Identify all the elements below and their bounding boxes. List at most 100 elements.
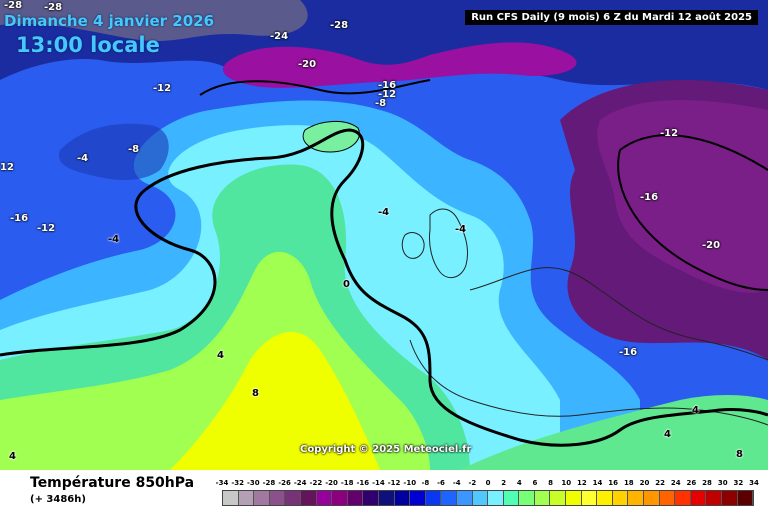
colorbar-tick-label: 30 [717, 479, 728, 487]
contour-label: -24 [270, 31, 289, 42]
colorbar-swatch [675, 491, 691, 505]
colorbar-swatch [300, 491, 317, 505]
colorbar-tick-label: -18 [340, 479, 354, 487]
legend-footer: Température 850hPa (+ 3486h) -34 -32 -30 -2… [0, 470, 768, 512]
contour-label: -4 [378, 207, 390, 218]
colorbar-swatch [628, 491, 645, 505]
colorbar-swatch [347, 491, 364, 505]
lead-time: (+ 3486h) [30, 494, 86, 505]
colorbar-tick-label: 4 [516, 479, 522, 487]
contour-label: 4 [9, 451, 16, 462]
contour-label: -28 [330, 20, 349, 31]
colorbar-tick-label: -30 [246, 479, 260, 487]
colorbar-swatch [690, 491, 707, 505]
colorbar-swatch [722, 491, 738, 505]
forecast-local-time: 13:00 locale [16, 33, 160, 57]
colorbar-swatch [659, 491, 676, 505]
colorbar-tick-label: -22 [309, 479, 323, 487]
colorbar-swatch [316, 491, 333, 505]
colorbar-swatch [519, 491, 535, 505]
colorbar-tick-label: -6 [437, 479, 445, 487]
isotherm-minus20-north [199, 79, 431, 96]
colorbar-swatch [503, 491, 520, 505]
temperature-map: Dimanche 4 janvier 2026 13:00 locale Run… [0, 0, 768, 470]
ireland-outline [401, 232, 425, 259]
variable-title: Température 850hPa [30, 475, 195, 491]
colorbar-swatch [550, 491, 567, 505]
colorbar-tick-label: -28 [262, 479, 276, 487]
colorbar-tick-label: 34 [749, 479, 759, 487]
colorbar-swatch [269, 491, 286, 505]
isotherm-zero [144, 128, 768, 447]
contour-label: -16 [10, 213, 29, 224]
contour-label: 0 [343, 279, 350, 290]
colorbar-tick-label: 14 [592, 479, 603, 487]
colorbar-tick-label: -4 [452, 479, 461, 487]
colorbar-swatch [566, 491, 582, 505]
warm-yellow [170, 331, 380, 470]
colorbar-swatch [612, 491, 629, 505]
colorbar-swatch [456, 491, 473, 505]
contour-label: -20 [298, 59, 317, 70]
contour-label: -12 [37, 223, 56, 234]
contour-label: -4 [455, 224, 467, 235]
colorbar-ticks: -34 -32 -30 -28 -26 -24 -22 -20 -18 -16 -14 -12 -10-… [216, 479, 759, 489]
contour-label: -28 [44, 2, 63, 13]
colorbar [222, 490, 754, 506]
colorbar-tick-label: -12 [387, 479, 401, 487]
colorbar-tick-label: 10 [561, 479, 572, 487]
colorbar-tick-label: -20 [325, 479, 338, 487]
contour-label: -28 [4, 0, 23, 11]
colorbar-tick-label: -26 [278, 479, 291, 487]
contour-label: -16 [619, 347, 638, 358]
contour-label: -12 [153, 83, 172, 94]
colorbar-tick-label: 18 [623, 479, 634, 487]
colorbar-swatch [363, 491, 379, 505]
contour-label: -4 [108, 234, 120, 245]
colorbar-tick-label: 12 [577, 479, 587, 487]
colorbar-tick-label: -10 [403, 479, 417, 487]
colorbar-tick-label: 28 [702, 479, 712, 487]
colorbar-tick-label: -24 [293, 479, 307, 487]
europe-coastline [409, 267, 768, 426]
colorbar-swatch [581, 491, 598, 505]
contour-label: -12 [378, 89, 397, 100]
colorbar-swatch [332, 491, 348, 505]
contour-label: 4 [664, 429, 671, 440]
colorbar-swatch [238, 491, 255, 505]
contour-label: 12 [0, 162, 14, 173]
colorbar-tick-label: -34 [215, 479, 229, 487]
colorbar-tick-label: -32 [231, 479, 244, 487]
arctic-gray [0, 0, 308, 42]
colorbar-tick-label: 2 [501, 479, 507, 487]
contour-label: -16 [640, 192, 659, 203]
greenland-coast [59, 123, 169, 180]
colorbar-swatch [378, 491, 395, 505]
colorbar-swatch [644, 491, 660, 505]
forecast-date: Dimanche 4 janvier 2026 [4, 12, 215, 30]
contour-label: -8 [375, 98, 387, 109]
colorbar-tick-label: -2 [468, 479, 477, 487]
contour-label: -8 [128, 144, 140, 155]
colorbar-swatch [223, 491, 239, 505]
map-canvas [0, 0, 768, 470]
contour-label: -4 [77, 153, 89, 164]
contour-label: 4 [692, 405, 699, 416]
colorbar-tick-label: 6 [532, 479, 538, 487]
copyright-notice: Copyright © 2025 Meteociel.fr [300, 444, 472, 455]
colorbar-swatch [410, 491, 426, 505]
colorbar-swatch [441, 491, 457, 505]
colorbar-swatch [706, 491, 722, 505]
colorbar-swatch [472, 491, 489, 505]
colorbar-swatch [597, 491, 613, 505]
colorbar-swatch [394, 491, 411, 505]
colorbar-swatch [425, 491, 442, 505]
magenta-core [222, 42, 577, 88]
colorbar-swatch [488, 491, 504, 505]
contour-label: -20 [702, 240, 721, 251]
contour-label: 4 [217, 350, 224, 361]
colorbar-tick-label: 16 [608, 479, 619, 487]
contour-label: -12 [660, 128, 679, 139]
isotherm-minus20 [617, 134, 768, 291]
